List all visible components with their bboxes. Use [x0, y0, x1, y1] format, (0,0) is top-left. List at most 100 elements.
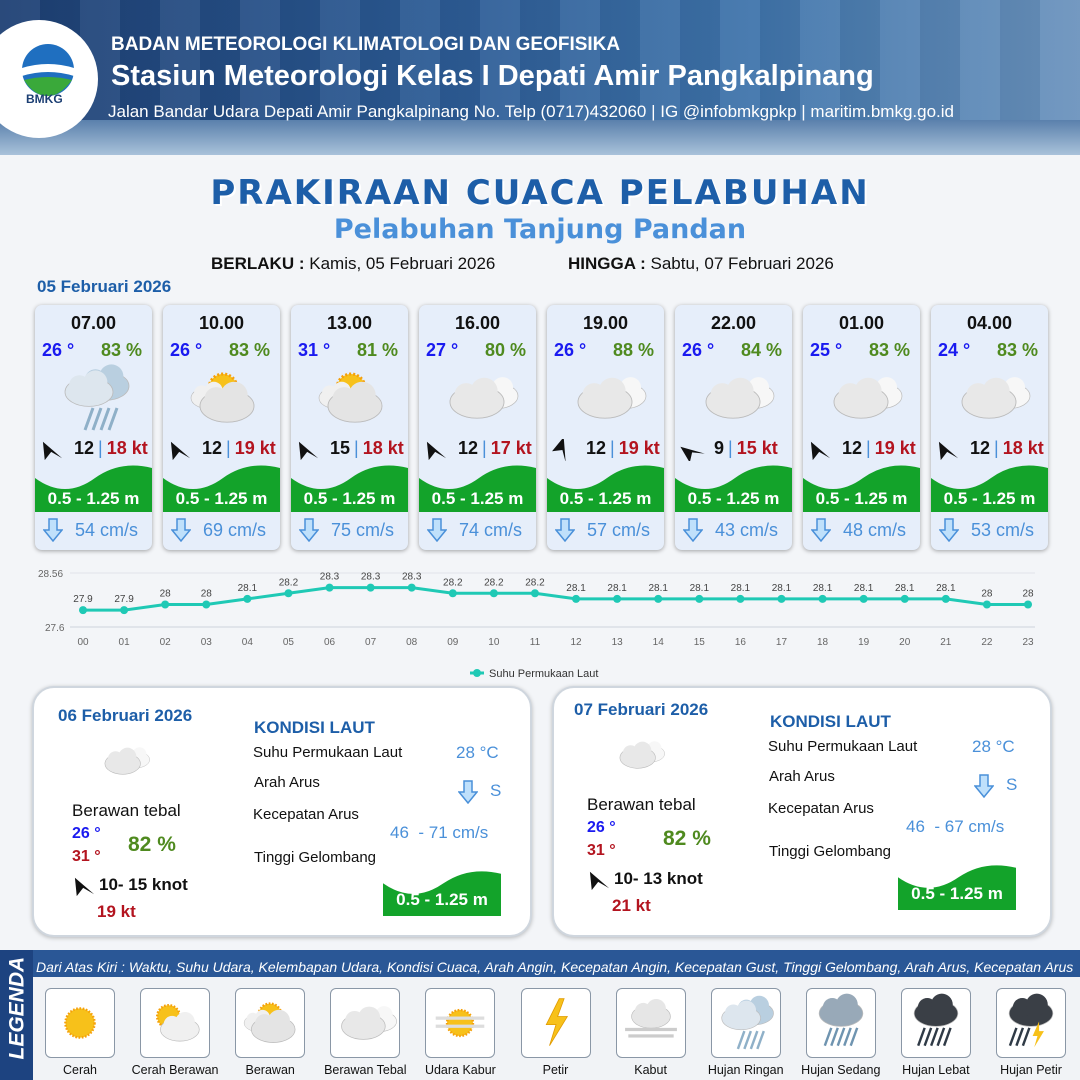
- legend-item-label: Hujan Ringan: [707, 1063, 784, 1077]
- wind-speed: 12: [586, 438, 607, 458]
- current-direction-label: Arah Arus: [254, 774, 320, 791]
- panel-date: 06 Februari 2026: [58, 706, 193, 725]
- data-label: 28.3: [320, 572, 340, 583]
- legend-cerah-icon: [45, 988, 115, 1058]
- wind-info: 12 | 18 kt: [936, 438, 1044, 460]
- x-tick-label: 23: [1022, 637, 1034, 648]
- wind-info: 12 | 19 kt: [168, 438, 276, 460]
- temp-max: 31 °: [72, 848, 101, 865]
- data-point: [859, 594, 868, 603]
- wave-icon: [291, 460, 408, 512]
- current-direction-icon: [939, 518, 959, 542]
- wind-speed: 9: [714, 438, 725, 458]
- humidity: 82 %: [128, 833, 176, 856]
- wave-icon: [803, 460, 920, 512]
- legend-item-label: Petir: [542, 1063, 569, 1077]
- data-point: [736, 594, 745, 603]
- x-tick-label: 10: [488, 637, 500, 648]
- wind-info: 12 | 17 kt: [424, 438, 532, 460]
- gust-speed: 19 kt: [874, 438, 916, 458]
- legend-item-label: Udara Kabur: [424, 1063, 496, 1077]
- wind-direction-icon: [424, 439, 450, 460]
- wind-speed: 12: [74, 438, 95, 458]
- humidity: 84 %: [740, 340, 782, 360]
- current-direction-icon: [171, 518, 191, 542]
- current-info: 53 cm/s: [939, 518, 1034, 542]
- data-point: [613, 594, 622, 603]
- legend-item-label: Berawan: [245, 1063, 295, 1077]
- current-direction-value: S: [490, 781, 502, 800]
- page-title: PRAKIRAAN CUACA PELABUHAN: [210, 173, 870, 213]
- wind-info: 12 | 19 kt: [552, 436, 660, 462]
- x-tick-label: 09: [447, 637, 459, 648]
- air-temperature: 27 °: [426, 340, 459, 360]
- legend-cerah-berawan-icon: [140, 988, 211, 1058]
- wave-height: 0.5 - 1.25 m: [431, 489, 524, 508]
- wind-info: 12 | 19 kt: [808, 438, 916, 460]
- x-tick-label: 12: [570, 637, 582, 648]
- gust-speed: 18 kt: [106, 438, 148, 458]
- data-label: 27.9: [114, 594, 134, 605]
- data-point: [366, 583, 375, 592]
- gust-speed: 17 kt: [490, 438, 532, 458]
- current-direction-icon: [427, 518, 447, 542]
- wave-height-label: Tinggi Gelombang: [769, 843, 892, 860]
- current-direction-icon: [299, 518, 319, 542]
- header-banner: BMKG BADAN METEOROLOGI KLIMATOLOGI DAN G…: [0, 0, 1080, 155]
- separator: |: [354, 438, 359, 458]
- wind-range: 10- 15 knot: [99, 875, 188, 894]
- series-line: [83, 586, 1028, 612]
- current-speed-label: Kecepatan Arus: [768, 800, 874, 817]
- forecast-card: 01.00 25 ° 83 % 12 | 19 kt 0.5 - 1.25 m 48…: [803, 305, 920, 550]
- current-info: 54 cm/s: [43, 518, 138, 542]
- legend-hujan-ringan-icon: [710, 988, 781, 1058]
- legend-udara-kabur-icon: [425, 988, 496, 1058]
- legend-title: LEGENDA: [5, 956, 29, 1060]
- legend: LEGENDA Dari Atas Kiri : Waktu, Suhu Uda…: [0, 950, 1080, 1080]
- forecast-card: 19.00 26 ° 88 % 12 | 19 kt 0.5 - 1.25 m 57…: [547, 305, 664, 550]
- current-direction-icon: [555, 518, 575, 542]
- wind-direction-icon: [296, 439, 322, 460]
- data-point: [1024, 600, 1032, 609]
- data-point: [202, 600, 211, 609]
- daily-summary-panel: 07 Februari 2026 Berawan tebal 26 ° 31 °…: [552, 686, 1052, 937]
- forecast-card: 16.00 27 ° 80 % 12 | 17 kt 0.5 - 1.25 m 74…: [419, 305, 536, 550]
- berawan-weather-icon: [181, 360, 265, 436]
- data-label: 28.1: [566, 583, 586, 594]
- wind-direction-icon: [808, 439, 834, 460]
- data-label: 28.1: [690, 583, 710, 594]
- forecast-time: 07.00: [70, 313, 117, 333]
- wave-height: 0.5 - 1.25 m: [943, 489, 1036, 508]
- current-info: 74 cm/s: [427, 518, 522, 542]
- forecast-time: 22.00: [710, 313, 757, 333]
- x-tick-label: 02: [160, 637, 172, 648]
- wind-direction-icon: [552, 436, 578, 462]
- separator: |: [866, 438, 871, 458]
- humidity: 88 %: [612, 340, 654, 360]
- data-point: [572, 594, 581, 603]
- sea-condition-heading: KONDISI LAUT: [254, 718, 375, 737]
- legend-item-label: Hujan Sedang: [801, 1063, 881, 1077]
- data-label: 28.1: [772, 583, 792, 594]
- x-tick-label: 14: [653, 637, 665, 648]
- legend-item-label: Berawan Tebal: [324, 1063, 407, 1077]
- wave-height: 0.5 - 1.25 m: [687, 489, 780, 508]
- forecast-card: 04.00 24 ° 83 % 12 | 18 kt 0.5 - 1.25 m 53…: [931, 305, 1048, 550]
- wind-info: 12 | 18 kt: [40, 438, 148, 460]
- x-tick-label: 08: [406, 637, 418, 648]
- wind-speed: 12: [458, 438, 479, 458]
- current-direction-icon: [811, 518, 831, 542]
- separator: |: [994, 438, 999, 458]
- air-temperature: 31 °: [298, 340, 331, 360]
- forecast-card: 10.00 26 ° 83 % 12 | 19 kt 0.5 - 1.25 m 69…: [163, 305, 280, 550]
- wind-direction-icon: [72, 875, 98, 902]
- current-speed: 69 cm/s: [203, 519, 267, 540]
- wave-height-label: Tinggi Gelombang: [254, 849, 377, 866]
- panel-date: 07 Februari 2026: [574, 700, 709, 719]
- wave-height: 0.5 - 1.25 m: [815, 489, 908, 508]
- data-label: 28.1: [936, 583, 956, 594]
- air-temperature: 26 °: [682, 340, 715, 360]
- data-point: [982, 600, 991, 609]
- data-point: [941, 594, 950, 603]
- x-tick-label: 15: [694, 637, 706, 648]
